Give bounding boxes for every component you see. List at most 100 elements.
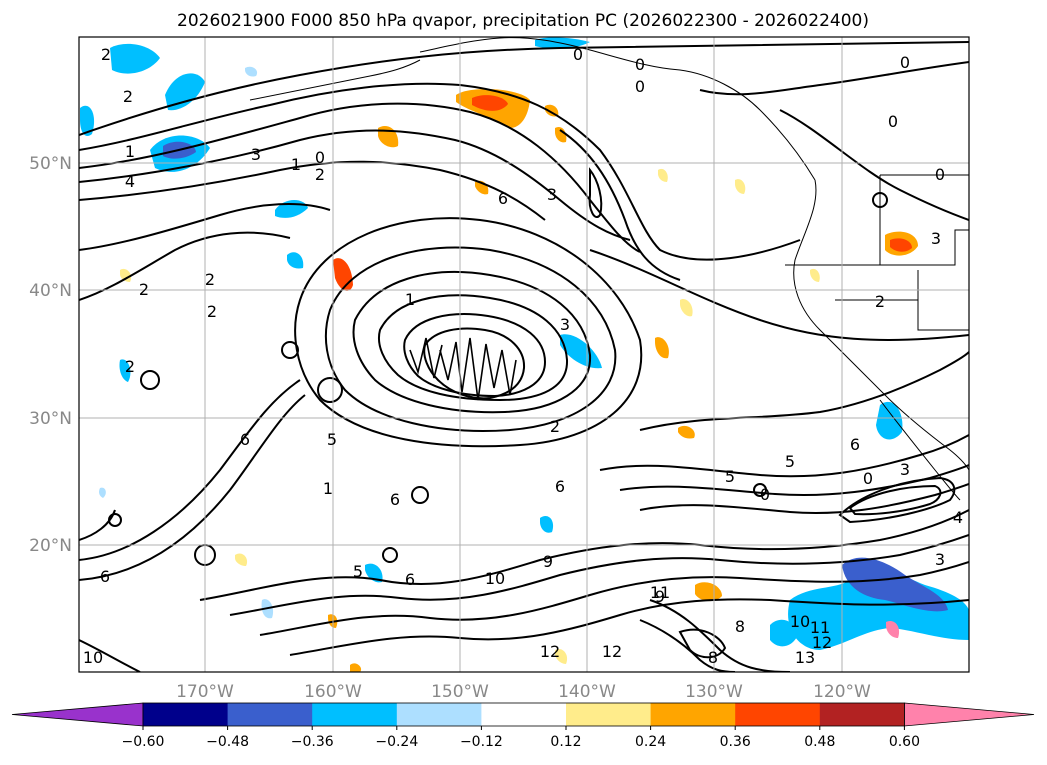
shade-patch — [80, 105, 95, 137]
colorbar-tick-label: 0.60 — [889, 734, 920, 750]
qvapor-contours — [79, 41, 969, 672]
contour-label: 3 — [560, 315, 570, 334]
colorbar-outline — [142, 702, 905, 727]
contour-line — [589, 249, 969, 341]
shade-patch — [655, 337, 669, 359]
contour-line — [79, 394, 306, 581]
contour-line — [678, 628, 727, 659]
coastline-westcoast — [793, 179, 969, 471]
contour-line — [79, 41, 969, 136]
contour-label: 1 — [405, 290, 415, 309]
contour-label: 11 — [810, 618, 830, 637]
shade-patch — [876, 401, 903, 440]
contour-label: 2 — [207, 302, 217, 321]
shade-patch — [678, 425, 695, 439]
lat-label: 40°N — [29, 281, 72, 301]
contour-label: 12 — [812, 633, 832, 652]
shade-patch — [695, 582, 722, 602]
contour-label: 5 — [785, 452, 795, 471]
coastline-baja — [879, 399, 961, 501]
shade-patch — [555, 126, 567, 143]
shade-patch — [245, 66, 258, 77]
contour-label: 0 — [573, 45, 583, 64]
colorbar-tick-label: 0.48 — [804, 734, 835, 750]
contour-line — [79, 203, 331, 251]
contour-label: 2 — [550, 417, 560, 436]
contour-label: 1 — [323, 479, 333, 498]
contour-line — [639, 351, 969, 431]
contour-label: 5 — [353, 562, 363, 581]
contour-line — [294, 217, 643, 448]
contour-line — [281, 341, 299, 359]
contour-line — [79, 82, 801, 261]
shade-patch — [540, 515, 554, 533]
contour-line — [317, 377, 343, 403]
colorbar: −0.60 −0.48 −0.36 −0.24 −0.12 0.12 0.24 0.36 0.4… — [11, 702, 1035, 750]
lon-label: 130°W — [685, 682, 743, 702]
contour-line — [229, 534, 969, 616]
contour-label: 6 — [390, 490, 400, 509]
shade-patch — [658, 168, 668, 182]
contour-label: 2 — [139, 280, 149, 299]
contour-label: 8 — [708, 648, 718, 667]
contour-label: 2 — [125, 357, 135, 376]
contour-label: 3 — [931, 229, 941, 248]
lon-label: 120°W — [813, 682, 871, 702]
colorbar-segment — [819, 703, 905, 726]
contour-label: 0 — [863, 469, 873, 488]
shade-patch — [842, 557, 948, 612]
contour-label: 9 — [655, 587, 665, 606]
contour-label: 0 — [900, 53, 910, 72]
contour-line — [382, 547, 398, 563]
contour-line — [79, 129, 631, 241]
map-frame — [78, 36, 970, 673]
contour-label: 5 — [327, 430, 337, 449]
contour-line — [699, 61, 969, 96]
contour-line — [588, 167, 603, 218]
contour-label: 0 — [935, 165, 945, 184]
contour-label: 6 — [100, 567, 110, 586]
coastline-aleutians — [249, 59, 421, 101]
contour-line — [599, 434, 969, 478]
colorbar-segment — [735, 703, 821, 726]
colorbar-tick-label: 0.12 — [550, 734, 581, 750]
contour-label: 0 — [760, 485, 770, 504]
colorbar-segment — [312, 703, 398, 726]
contour-label: 10 — [83, 648, 103, 667]
contour-line — [639, 619, 736, 672]
colorbar-segment — [650, 703, 736, 726]
shade-patch — [350, 663, 362, 672]
contour-label: 2 — [123, 87, 133, 106]
longitude-labels: 170°W 160°W 150°W 140°W 130°W 120°W — [176, 682, 871, 702]
colorbar-extend-high — [904, 702, 1035, 727]
lat-label: 20°N — [29, 536, 72, 556]
lon-label: 150°W — [431, 682, 489, 702]
contour-label: 0 — [315, 148, 325, 167]
contour-line — [439, 337, 517, 401]
colorbar-extend-low — [11, 702, 144, 727]
contour-line — [140, 370, 160, 390]
contour-label: 3 — [935, 550, 945, 569]
contour-line — [79, 379, 301, 561]
shade-patch — [165, 73, 205, 111]
contour-label: 2 — [315, 165, 325, 184]
colorbar-tick-label: −0.36 — [291, 734, 334, 750]
contour-label: 0 — [635, 55, 645, 74]
shade-patch — [560, 334, 602, 369]
contour-line — [79, 231, 291, 301]
contour-label: 1 — [291, 155, 301, 174]
contour-label: 2 — [875, 292, 885, 311]
contour-line — [838, 476, 956, 524]
colorbar-segments — [11, 702, 1035, 727]
colorbar-segment — [227, 703, 313, 726]
contour-label: 3 — [251, 145, 261, 164]
shade-patch — [535, 37, 590, 49]
colorbar-segment — [481, 703, 567, 726]
lon-label: 160°W — [304, 682, 362, 702]
colorbar-segment — [566, 703, 652, 726]
contour-line — [378, 294, 569, 402]
contour-label: 0 — [635, 77, 645, 96]
latitude-labels: 50°N 40°N 30°N 20°N — [29, 154, 72, 556]
